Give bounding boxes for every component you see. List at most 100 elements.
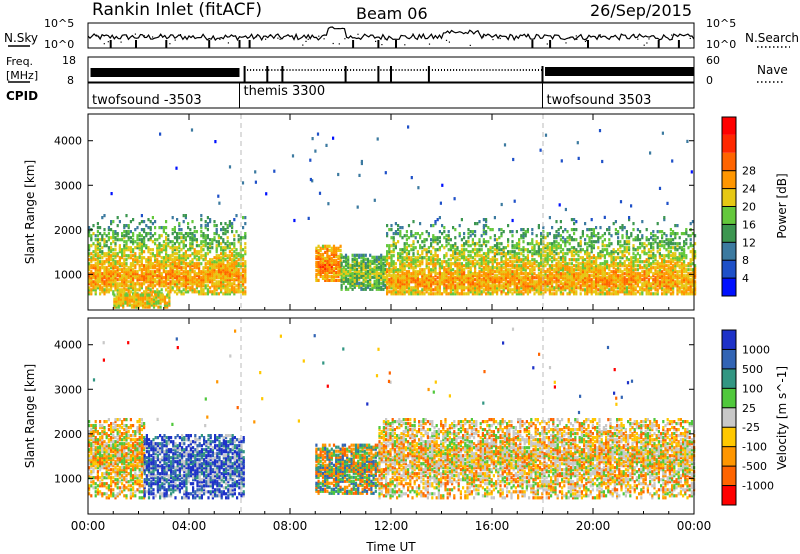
power-cell	[191, 286, 194, 290]
power-cell	[590, 228, 593, 232]
power-cell	[169, 276, 172, 280]
power-cell	[340, 269, 343, 273]
power-cell	[522, 246, 525, 250]
power-cell	[239, 254, 242, 258]
power-cell	[145, 292, 148, 296]
power-cell	[390, 256, 393, 260]
power-cell	[533, 268, 536, 272]
power-cell	[474, 286, 477, 290]
power-cell	[617, 270, 620, 274]
power-cell	[206, 246, 209, 250]
power-cell	[220, 222, 223, 226]
power-cell	[237, 280, 240, 284]
power-cell	[544, 282, 547, 286]
power-cell	[597, 256, 600, 260]
power-cell	[625, 258, 628, 262]
power-cell	[204, 238, 207, 242]
power-cell	[463, 250, 466, 254]
power-cell	[366, 285, 370, 289]
power-cell	[504, 292, 507, 296]
power-cell	[324, 278, 327, 282]
power-cell	[502, 284, 505, 288]
nsky-right-tick-bottom: 10^0	[706, 38, 736, 51]
power-cell	[493, 284, 496, 288]
power-cell	[416, 264, 419, 268]
power-cell	[520, 266, 523, 270]
power-cell	[114, 254, 117, 258]
power-cell	[330, 260, 333, 264]
power-cell	[590, 262, 593, 266]
power-cell	[132, 242, 135, 246]
power-cell	[643, 272, 646, 276]
power-cell	[625, 248, 628, 252]
power-cell	[564, 286, 567, 290]
power-cell	[187, 264, 190, 268]
power-cell	[317, 252, 320, 256]
power-cell	[103, 274, 106, 278]
power-cell	[330, 264, 333, 268]
power-cell	[105, 252, 108, 256]
power-cell	[403, 276, 406, 280]
power-cell	[454, 290, 457, 294]
power-cell	[487, 260, 490, 264]
power-cell	[215, 274, 218, 278]
power-cell	[430, 262, 433, 266]
power-cell	[380, 253, 383, 257]
power-cell	[599, 254, 602, 258]
power-cell	[127, 236, 130, 240]
power-cell	[101, 272, 104, 276]
power-cell	[355, 253, 359, 257]
power-cell	[204, 236, 207, 240]
power-cell	[471, 274, 474, 278]
power-cell	[612, 266, 615, 270]
power-cell	[621, 276, 624, 280]
power-cell	[88, 292, 91, 296]
power-cell	[592, 228, 595, 232]
power-cell	[176, 262, 179, 266]
power-cell	[326, 244, 329, 248]
power-cell	[220, 236, 223, 240]
power-cell	[226, 264, 229, 268]
power-cell	[132, 262, 135, 266]
power-cell	[169, 268, 172, 272]
power-cell	[176, 272, 179, 276]
power-cell	[224, 230, 227, 234]
power-cell	[373, 257, 376, 261]
power-cell	[586, 250, 589, 254]
power-cell	[129, 236, 132, 240]
nsearch-dot	[120, 41, 122, 43]
power-cell	[226, 290, 229, 294]
power-cell	[392, 236, 395, 240]
power-cell	[165, 244, 168, 248]
power-cell	[407, 292, 411, 296]
power-cell	[518, 246, 521, 250]
power-cell	[118, 260, 121, 264]
power-cell	[206, 260, 209, 264]
power-cell	[146, 293, 149, 297]
power-cell	[159, 293, 162, 297]
power-cell	[416, 280, 419, 284]
power-cell	[421, 274, 424, 278]
power-cell	[568, 274, 571, 278]
power-cell	[623, 260, 626, 264]
power-cell	[489, 274, 492, 278]
power-cell	[228, 274, 231, 278]
power-cell	[487, 282, 490, 286]
power-cell	[416, 276, 419, 280]
power-cell	[526, 288, 529, 292]
power-cell	[630, 268, 633, 272]
power-cell	[436, 258, 439, 262]
power-cell	[522, 284, 525, 288]
power-cell	[474, 230, 477, 234]
power-cell	[169, 256, 172, 260]
power-cell	[511, 260, 514, 264]
power-cell	[317, 278, 320, 282]
power-cell	[155, 299, 158, 303]
power-cell	[335, 274, 338, 278]
power-cell	[443, 284, 446, 288]
power-cell	[107, 274, 110, 278]
power-cell	[498, 282, 501, 286]
power-cell	[355, 283, 359, 287]
power-cell	[463, 258, 466, 262]
power-cell	[143, 274, 146, 278]
